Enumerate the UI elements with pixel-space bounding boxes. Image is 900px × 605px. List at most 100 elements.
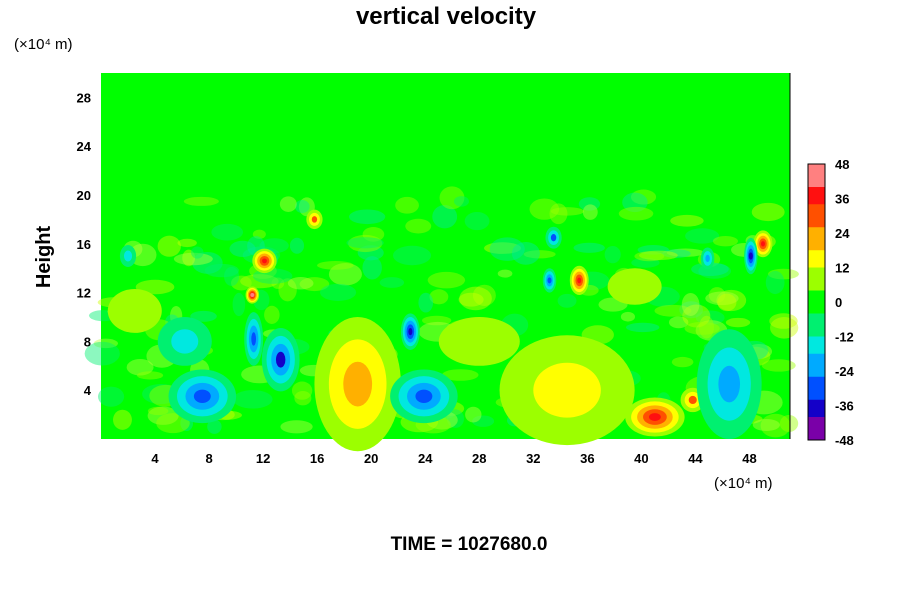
colorbar-segment [808, 244, 825, 251]
colorbar-tick-label: 24 [835, 226, 850, 241]
y-axis-unit: (×10⁴ m) [14, 36, 73, 53]
x-tick-label: 40 [634, 451, 648, 466]
colorbar-segment [808, 394, 825, 401]
colorbar-segment [808, 434, 825, 441]
velocity-cell [244, 312, 264, 366]
colorbar-segment [808, 279, 825, 286]
colorbar: 48 36 24 12 0 -12 -24 -36 -48 [807, 157, 855, 448]
velocity-cell [390, 369, 458, 424]
x-tick-label: 28 [472, 451, 486, 466]
velocity-cell [499, 335, 635, 446]
colorbar-segment [808, 411, 825, 418]
colorbar-tick-label: 48 [835, 157, 849, 172]
colorbar-segment [808, 290, 825, 297]
colorbar-segment [808, 261, 825, 268]
colorbar-segment [808, 198, 825, 205]
colorbar-segment [808, 313, 825, 320]
colorbar-segment [808, 250, 825, 257]
colorbar-segment [808, 210, 825, 217]
velocity-cell [696, 329, 762, 439]
y-tick-label: 12 [77, 286, 91, 301]
chart-title: vertical velocity [356, 3, 537, 30]
velocity-cell [245, 286, 260, 304]
colorbar-segment [808, 307, 825, 314]
colorbar-segment [808, 302, 825, 309]
x-tick-label: 24 [418, 451, 433, 466]
velocity-cell [700, 247, 715, 270]
x-tick-label: 36 [580, 451, 594, 466]
y-tick-label: 16 [77, 237, 91, 252]
colorbar-segment [808, 417, 825, 424]
x-axis: 4 8 12 16 20 24 28 32 36 40 44 48 [151, 451, 756, 466]
colorbar-segment [808, 227, 825, 234]
colorbar-segment [808, 348, 825, 355]
x-tick-label: 20 [364, 451, 378, 466]
x-tick-label: 16 [310, 451, 324, 466]
velocity-cell [400, 313, 420, 350]
velocity-cell [157, 317, 212, 366]
colorbar-tick-label: -24 [835, 364, 855, 379]
velocity-cell [261, 327, 300, 392]
x-tick-label: 4 [151, 451, 159, 466]
colorbar-segment [808, 296, 825, 303]
y-axis: 4 8 12 16 20 24 28 [77, 90, 92, 398]
colorbar-segment [808, 388, 825, 395]
colorbar-segment [808, 284, 825, 291]
colorbar-segment [808, 273, 825, 280]
velocity-cell [545, 226, 562, 249]
colorbar-segment [808, 181, 825, 188]
colorbar-segment [808, 365, 825, 372]
colorbar-segment [808, 204, 825, 211]
y-tick-label: 4 [84, 383, 92, 398]
colorbar-segment [808, 192, 825, 199]
x-axis-unit: (×10⁴ m) [714, 475, 773, 492]
colorbar-segment [808, 371, 825, 378]
y-axis-label: Height [33, 226, 55, 289]
velocity-cell [569, 265, 589, 296]
velocity-cell [314, 317, 401, 452]
colorbar-tick-label: -48 [835, 433, 854, 448]
colorbar-segment [808, 187, 825, 194]
velocity-cell [753, 230, 773, 258]
velocity-cell [306, 209, 323, 230]
colorbar-segment [808, 325, 825, 332]
colorbar-segment [808, 221, 825, 228]
y-tick-label: 28 [77, 90, 91, 105]
colorbar-tick-label: 36 [835, 192, 849, 207]
colorbar-segment [808, 238, 825, 245]
colorbar-segment [808, 256, 825, 263]
colorbar-segment [808, 342, 825, 349]
y-tick-label: 24 [77, 139, 92, 154]
x-tick-label: 8 [205, 451, 212, 466]
colorbar-segment [808, 233, 825, 240]
colorbar-tick-label: 0 [835, 295, 842, 310]
colorbar-segment [808, 422, 825, 429]
colorbar-segment [808, 164, 825, 171]
colorbar-tick-label: -36 [835, 399, 854, 414]
velocity-cell [168, 369, 237, 424]
velocity-cell [744, 237, 758, 275]
colorbar-segment [808, 399, 825, 406]
plot-area [84, 73, 799, 452]
colorbar-segment [808, 175, 825, 182]
velocity-cell [438, 317, 520, 366]
colorbar-segment [808, 215, 825, 222]
colorbar-segment [808, 359, 825, 366]
colorbar-segment [808, 405, 825, 412]
velocity-cell [542, 268, 557, 293]
velocity-cell [107, 288, 162, 333]
y-tick-label: 8 [84, 334, 91, 349]
colorbar-tick-label: -12 [835, 330, 854, 345]
colorbar-segment [808, 382, 825, 389]
y-tick-label: 20 [77, 188, 91, 203]
x-tick-label: 12 [256, 451, 270, 466]
colorbar-segment [808, 428, 825, 435]
x-tick-label: 32 [526, 451, 540, 466]
velocity-cell [625, 397, 685, 437]
velocity-cell [607, 268, 662, 305]
colorbar-tick-label: 12 [835, 261, 849, 276]
colorbar-segment [808, 267, 825, 274]
colorbar-segment [808, 330, 825, 337]
time-label: TIME = 1027680.0 [391, 534, 548, 555]
